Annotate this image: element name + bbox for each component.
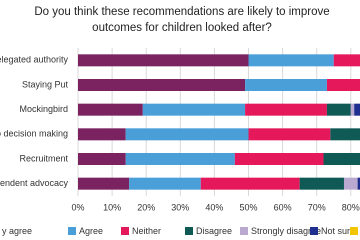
legend-swatch	[121, 227, 129, 235]
bar-segment	[245, 79, 327, 91]
y-tick-label: Mockingbird	[19, 104, 68, 114]
bar-segment	[354, 103, 360, 116]
bar-segment	[357, 177, 360, 190]
bar-segment	[234, 153, 324, 165]
x-tick-label: 80%	[342, 202, 360, 212]
bar-segment	[142, 103, 246, 116]
legend-swatch	[310, 227, 318, 235]
bar-segment	[78, 79, 246, 91]
bar-segment	[200, 177, 300, 190]
x-tick-label: 30%	[171, 202, 189, 212]
bar-segment	[248, 54, 334, 67]
bar-segment	[350, 103, 355, 116]
legend-swatch	[68, 227, 76, 235]
bar-segment	[78, 153, 126, 165]
bar-segment	[343, 177, 358, 190]
legend-label: y agree	[2, 226, 32, 236]
y-tick-label: Recruitment	[19, 153, 68, 163]
bar-segment	[248, 128, 331, 141]
x-tick-label: 0%	[71, 202, 84, 212]
legend-swatch	[185, 227, 193, 235]
y-tick-label: elegated authority	[0, 55, 68, 65]
bar-segment	[78, 54, 249, 67]
bar-segment	[78, 177, 130, 190]
legend-swatch	[240, 227, 248, 235]
bar-segment	[78, 128, 126, 141]
chart-title: Do you think these recommendations are l…	[34, 6, 329, 18]
legend-label: Disagree	[196, 226, 232, 236]
x-tick-label: 50%	[239, 202, 257, 212]
chart-subtitle: outcomes for children looked after?	[92, 22, 272, 34]
x-tick-label: 70%	[308, 202, 326, 212]
legend-label: Not sure	[321, 226, 355, 236]
legend-label: Agree	[79, 226, 103, 236]
x-tick-label: 60%	[274, 202, 292, 212]
x-tick-label: 10%	[103, 202, 121, 212]
bar-segment	[78, 103, 143, 116]
bar-segment	[326, 79, 360, 91]
bar-segment	[326, 103, 351, 116]
bar-segment	[299, 177, 344, 190]
legend-label: Strongly disagree	[251, 226, 321, 236]
y-tick-label: o decision making	[0, 129, 68, 139]
legend-label: Neither	[132, 226, 161, 236]
bar-segment	[125, 153, 235, 165]
y-tick-label: endent advocacy	[0, 178, 68, 188]
bar-segment	[323, 153, 360, 165]
x-tick-label: 20%	[137, 202, 155, 212]
x-tick-label: 40%	[205, 202, 223, 212]
bar-segment	[333, 54, 360, 67]
legend-swatch	[350, 227, 358, 235]
bar-segment	[129, 177, 201, 190]
bar-segment	[125, 128, 249, 141]
bar-segment	[330, 128, 360, 141]
bar-segment	[245, 103, 327, 116]
y-tick-label: Staying Put	[22, 79, 69, 89]
